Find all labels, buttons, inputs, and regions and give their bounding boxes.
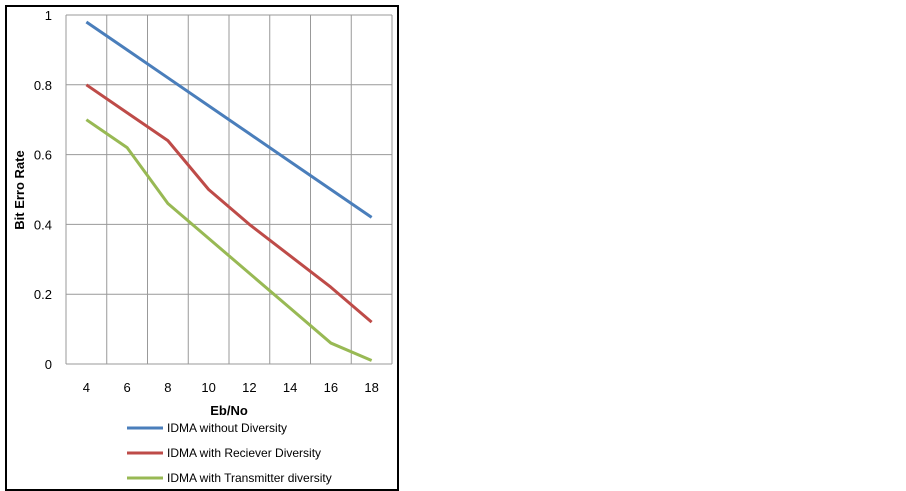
x-tick-labels: 4 6 8 10 12 14 16 18 xyxy=(83,380,379,395)
x-tick-label: 16 xyxy=(324,380,338,395)
series-line-3 xyxy=(85,118,373,362)
y-tick-label: 0.4 xyxy=(34,217,52,232)
x-tick-label: 10 xyxy=(201,380,215,395)
y-tick-label: 0.2 xyxy=(34,287,52,302)
x-tick-label: 4 xyxy=(83,380,90,395)
x-tick-label: 14 xyxy=(283,380,297,395)
y-tick-label: 0.6 xyxy=(34,148,52,163)
x-tick-label: 8 xyxy=(164,380,171,395)
grid xyxy=(65,14,393,365)
chart-frame xyxy=(5,5,399,491)
y-tick-labels: 0 0.2 0.4 0.6 0.8 1 xyxy=(34,8,52,372)
legend-label: IDMA without Diversity xyxy=(167,421,287,435)
x-axis-label: Eb/No xyxy=(210,403,248,418)
x-tick-label: 6 xyxy=(124,380,131,395)
x-tick-label: 12 xyxy=(242,380,256,395)
series-line-2 xyxy=(85,83,373,324)
legend: IDMA without Diversity IDMA with Reciever… xyxy=(127,421,332,485)
legend-label: IDMA with Transmitter diversity xyxy=(167,471,332,485)
series-lines xyxy=(85,20,373,362)
x-tick-label: 18 xyxy=(364,380,378,395)
y-tick-label: 0.8 xyxy=(34,78,52,93)
legend-label: IDMA with Reciever Diversity xyxy=(167,446,321,460)
y-tick-label: 1 xyxy=(45,8,52,23)
series-line-1 xyxy=(85,20,373,219)
y-tick-label: 0 xyxy=(45,357,52,372)
y-axis-label: Bit Erro Rate xyxy=(12,150,27,229)
